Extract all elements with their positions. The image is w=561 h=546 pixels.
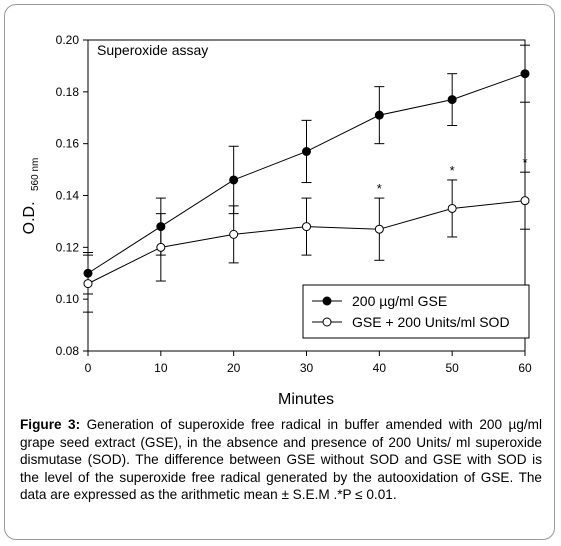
legend-label-2: GSE + 200 Units/ml SOD [352,314,510,330]
significance-marker: * [377,181,382,196]
data-point-series-1 [374,110,384,120]
line-chart: Superoxide assay O.D. 560 nm Minutes 0.0… [21,33,532,408]
data-point-series-1 [447,95,457,105]
data-point-series-1 [302,146,311,156]
y-tick-label: 0.12 [56,240,80,254]
y-axis-label-main: O.D. [21,201,38,234]
x-tick-label: 20 [227,361,241,375]
significance-marker: * [450,163,455,178]
data-point-series-2 [302,222,311,232]
legend: 200 µg/ml GSE GSE + 200 Units/ml SOD [302,284,530,339]
y-tick-label: 0.20 [56,33,80,47]
legend-label-1: 200 µg/ml GSE [352,293,447,309]
svg-text:O.D. 560 nm: O.D. 560 nm [21,158,41,235]
legend-marker-1 [322,296,332,306]
x-tick-label: 0 [85,361,92,375]
caption-label: Figure 3: [20,417,81,432]
data-point-series-2 [83,279,93,289]
x-tick-label: 10 [154,361,168,375]
y-tick-label: 0.16 [56,137,80,151]
x-tick-label: 50 [445,361,459,375]
figure-frame [4,4,555,540]
x-tick-label: 30 [300,361,314,375]
y-tick-label: 0.18 [56,85,80,99]
data-point-series-2 [520,196,530,206]
y-tick-label: 0.08 [56,344,80,358]
x-axis-label: Minutes [278,391,334,408]
data-point-series-2 [374,224,384,234]
figure-caption: Figure 3: Generation of superoxide free … [20,416,542,504]
x-tick-label: 60 [518,361,532,375]
caption-text: Generation of superoxide free radical in… [20,417,543,502]
legend-marker-2 [322,317,332,327]
data-point-series-2 [447,203,457,213]
data-point-series-1 [229,175,239,185]
x-tick-label: 40 [373,361,387,375]
chart-title: Superoxide assay [97,42,208,58]
y-axis-label-sub: 560 nm [30,158,41,191]
data-point-series-2 [229,229,239,239]
y-tick-label: 0.14 [56,189,80,203]
y-tick-label: 0.10 [56,292,80,306]
legend-box [302,284,530,339]
y-axis-label: O.D. 560 nm [21,158,41,235]
data-point-series-2 [156,242,166,252]
data-point-series-1 [520,69,530,79]
significance-marker: * [522,155,527,170]
